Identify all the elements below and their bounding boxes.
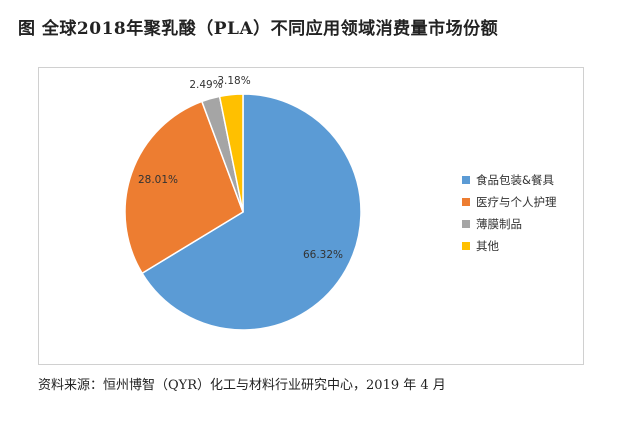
data-label-4: 3.18%: [217, 75, 250, 87]
source-note: 资料来源：恒州博智（QYR）化工与材料行业研究中心，2019 年 4 月: [38, 378, 446, 393]
legend-label-2: 医疗与个人护理: [476, 195, 557, 209]
data-label-3: 2.49%: [189, 79, 222, 91]
data-label-1: 66.32%: [303, 249, 343, 261]
legend-swatch-2: [462, 198, 470, 206]
legend-label-4: 其他: [476, 239, 499, 253]
pie-slice-1: [141, 93, 362, 331]
pie-slice-2: [124, 100, 244, 275]
pie-slice-4: [218, 93, 244, 213]
legend-swatch-1: [462, 176, 470, 184]
chart-title: 图 全球2018年聚乳酸（PLA）不同应用领域消费量市场份额: [18, 19, 499, 39]
data-label-2: 28.01%: [138, 174, 178, 186]
legend-label-3: 薄膜制品: [476, 217, 522, 231]
legend-swatch-4: [462, 242, 470, 250]
legend-label-1: 食品包装&餐具: [476, 173, 554, 187]
legend-swatch-3: [462, 220, 470, 228]
